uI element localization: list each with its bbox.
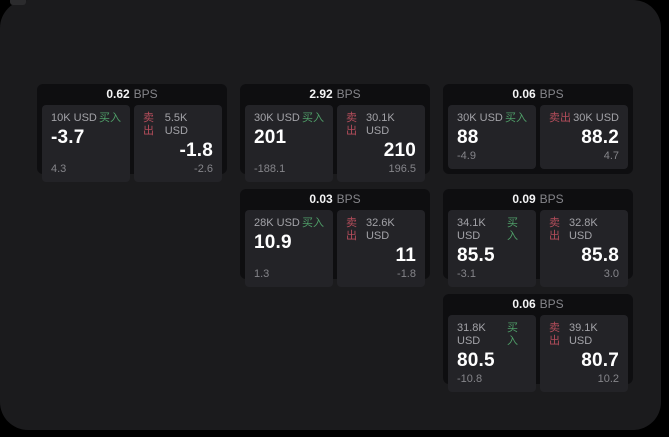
buy-panel[interactable]: 30K USD 买入 88 -4.9 [448, 105, 536, 169]
card-header: 0.62 BPS [42, 84, 222, 105]
buy-side-label: 买入 [507, 217, 519, 242]
quote-panels: 10K USD 买入 -3.7 4.3 卖出 5.5K USD -1.8 -2.… [42, 105, 222, 182]
buy-price: 80.5 [457, 350, 495, 371]
sell-side-label: 卖出 [143, 112, 154, 137]
sell-size-label: 32.8K USD [568, 217, 598, 242]
quote-panels: 30K USD 买入 88 -4.9 卖出 30K USD 88.2 4.7 [448, 105, 628, 169]
sell-panel[interactable]: 卖出 30K USD 88.2 4.7 [540, 105, 628, 169]
sell-panel[interactable]: 卖出 5.5K USD -1.8 -2.6 [134, 105, 222, 182]
buy-side-label: 买入 [505, 112, 527, 124]
sell-price: 88.2 [581, 127, 619, 148]
sell-side-label: 卖出 [346, 217, 357, 242]
sell-price: 80.7 [581, 350, 619, 371]
bps-value: 2.92 [309, 87, 333, 101]
sell-side-label: 卖出 [549, 322, 560, 347]
quote-card: 0.62 BPS 10K USD 买入 -3.7 4.3 卖出 5.5K USD… [37, 84, 227, 182]
buy-side-label: 买入 [99, 112, 121, 124]
sell-side-label: 卖出 [549, 112, 571, 124]
sell-price: 11 [395, 245, 416, 266]
bps-unit-label: BPS [336, 192, 361, 206]
sell-size-label: 39.1K USD [568, 322, 598, 347]
buy-price: 10.9 [254, 232, 292, 253]
buy-delta: -10.8 [457, 373, 483, 385]
sell-size-label: 32.6K USD [365, 217, 395, 242]
buy-price: 85.5 [457, 245, 495, 266]
card-header: 2.92 BPS [245, 84, 425, 105]
bps-value: 0.62 [106, 87, 130, 101]
sell-delta: -1.8 [397, 268, 416, 280]
buy-side-label: 买入 [302, 217, 324, 229]
buy-panel[interactable]: 31.8K USD 买入 80.5 -10.8 [448, 315, 536, 392]
app-window: 0.62 BPS 10K USD 买入 -3.7 4.3 卖出 5.5K USD… [0, 0, 661, 430]
quote-panels: 34.1K USD 买入 85.5 -3.1 卖出 32.8K USD 85.8… [448, 210, 628, 287]
card-header: 0.06 BPS [448, 294, 628, 315]
buy-panel[interactable]: 30K USD 买入 201 -188.1 [245, 105, 333, 182]
quote-panels: 30K USD 买入 201 -188.1 卖出 30.1K USD 210 1… [245, 105, 425, 182]
sell-price: 85.8 [581, 245, 619, 266]
sell-delta: 4.7 [603, 150, 619, 162]
sell-panel[interactable]: 卖出 39.1K USD 80.7 10.2 [540, 315, 628, 392]
bps-unit-label: BPS [133, 87, 158, 101]
bps-value: 0.06 [512, 87, 536, 101]
bps-value: 0.03 [309, 192, 333, 206]
quote-card: 2.92 BPS 30K USD 买入 201 -188.1 卖出 30.1K … [240, 84, 430, 182]
quotes-grid: 0.62 BPS 10K USD 买入 -3.7 4.3 卖出 5.5K USD… [37, 84, 633, 392]
sell-panel[interactable]: 卖出 32.6K USD 11 -1.8 [337, 210, 425, 287]
sell-delta: 3.0 [603, 268, 619, 280]
buy-size-label: 28K USD [254, 217, 300, 229]
sell-size-label: 5.5K USD [164, 112, 188, 137]
bps-unit-label: BPS [539, 87, 564, 101]
buy-delta: -188.1 [254, 163, 286, 175]
sell-delta: 196.5 [388, 163, 416, 175]
quote-panels: 31.8K USD 买入 80.5 -10.8 卖出 39.1K USD 80.… [448, 315, 628, 392]
bps-value: 0.06 [512, 297, 536, 311]
buy-delta: -3.1 [457, 268, 476, 280]
buy-panel[interactable]: 34.1K USD 买入 85.5 -3.1 [448, 210, 536, 287]
buy-size-label: 34.1K USD [457, 217, 486, 242]
sell-size-label: 30.1K USD [365, 112, 395, 137]
buy-delta: 1.3 [254, 268, 270, 280]
buy-size-label: 30K USD [254, 112, 300, 124]
sell-delta: -2.6 [194, 163, 213, 175]
quote-panels: 28K USD 买入 10.9 1.3 卖出 32.6K USD 11 -1.8 [245, 210, 425, 287]
sell-side-label: 卖出 [549, 217, 560, 242]
card-header: 0.03 BPS [245, 189, 425, 210]
buy-size-label: 10K USD [51, 112, 97, 124]
sell-delta: 10.2 [597, 373, 619, 385]
sell-panel[interactable]: 卖出 30.1K USD 210 196.5 [337, 105, 425, 182]
buy-side-label: 买入 [302, 112, 324, 124]
buy-price: 201 [254, 127, 287, 148]
sell-price: -1.8 [179, 140, 213, 161]
bps-value: 0.09 [512, 192, 536, 206]
buy-price: -3.7 [51, 127, 85, 148]
corner-artifact [10, 0, 26, 5]
buy-size-label: 31.8K USD [457, 322, 486, 347]
card-header: 0.06 BPS [448, 84, 628, 105]
quote-card: 0.06 BPS 30K USD 买入 88 -4.9 卖出 30K USD 8… [443, 84, 633, 174]
sell-price: 210 [383, 140, 416, 161]
buy-delta: -4.9 [457, 150, 476, 162]
buy-price: 88 [457, 127, 479, 148]
sell-size-label: 30K USD [573, 112, 619, 124]
buy-size-label: 30K USD [457, 112, 503, 124]
bps-unit-label: BPS [539, 297, 564, 311]
sell-panel[interactable]: 卖出 32.8K USD 85.8 3.0 [540, 210, 628, 287]
buy-panel[interactable]: 28K USD 买入 10.9 1.3 [245, 210, 333, 287]
buy-delta: 4.3 [51, 163, 67, 175]
quote-card: 0.06 BPS 31.8K USD 买入 80.5 -10.8 卖出 39.1… [443, 294, 633, 392]
quote-card: 0.03 BPS 28K USD 买入 10.9 1.3 卖出 32.6K US… [240, 189, 430, 287]
bps-unit-label: BPS [539, 192, 564, 206]
buy-panel[interactable]: 10K USD 买入 -3.7 4.3 [42, 105, 130, 182]
sell-side-label: 卖出 [346, 112, 357, 137]
buy-side-label: 买入 [507, 322, 519, 347]
card-header: 0.09 BPS [448, 189, 628, 210]
bps-unit-label: BPS [336, 87, 361, 101]
quote-card: 0.09 BPS 34.1K USD 买入 85.5 -3.1 卖出 32.8K… [443, 189, 633, 287]
